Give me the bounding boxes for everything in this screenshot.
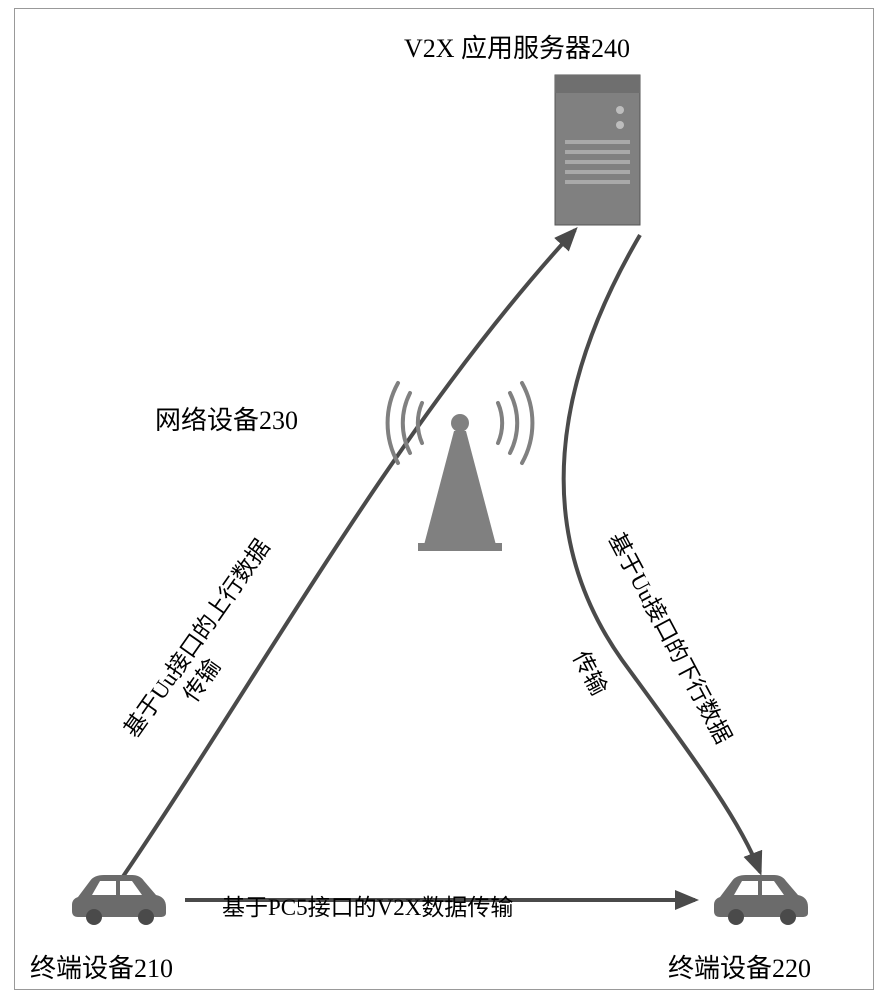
diagram-border bbox=[14, 8, 874, 990]
server-label: V2X 应用服务器240 bbox=[404, 28, 630, 65]
terminal-right-label: 终端设备220 bbox=[668, 948, 811, 985]
network-device-label: 网络设备230 bbox=[155, 400, 298, 437]
pc5-label: 基于PC5接口的V2X数据传输 bbox=[222, 888, 513, 922]
v2x-diagram: V2X 应用服务器240 网络设备230 终端设备210 终端设备220 基于P… bbox=[0, 0, 890, 1000]
terminal-left-label: 终端设备210 bbox=[30, 948, 173, 985]
